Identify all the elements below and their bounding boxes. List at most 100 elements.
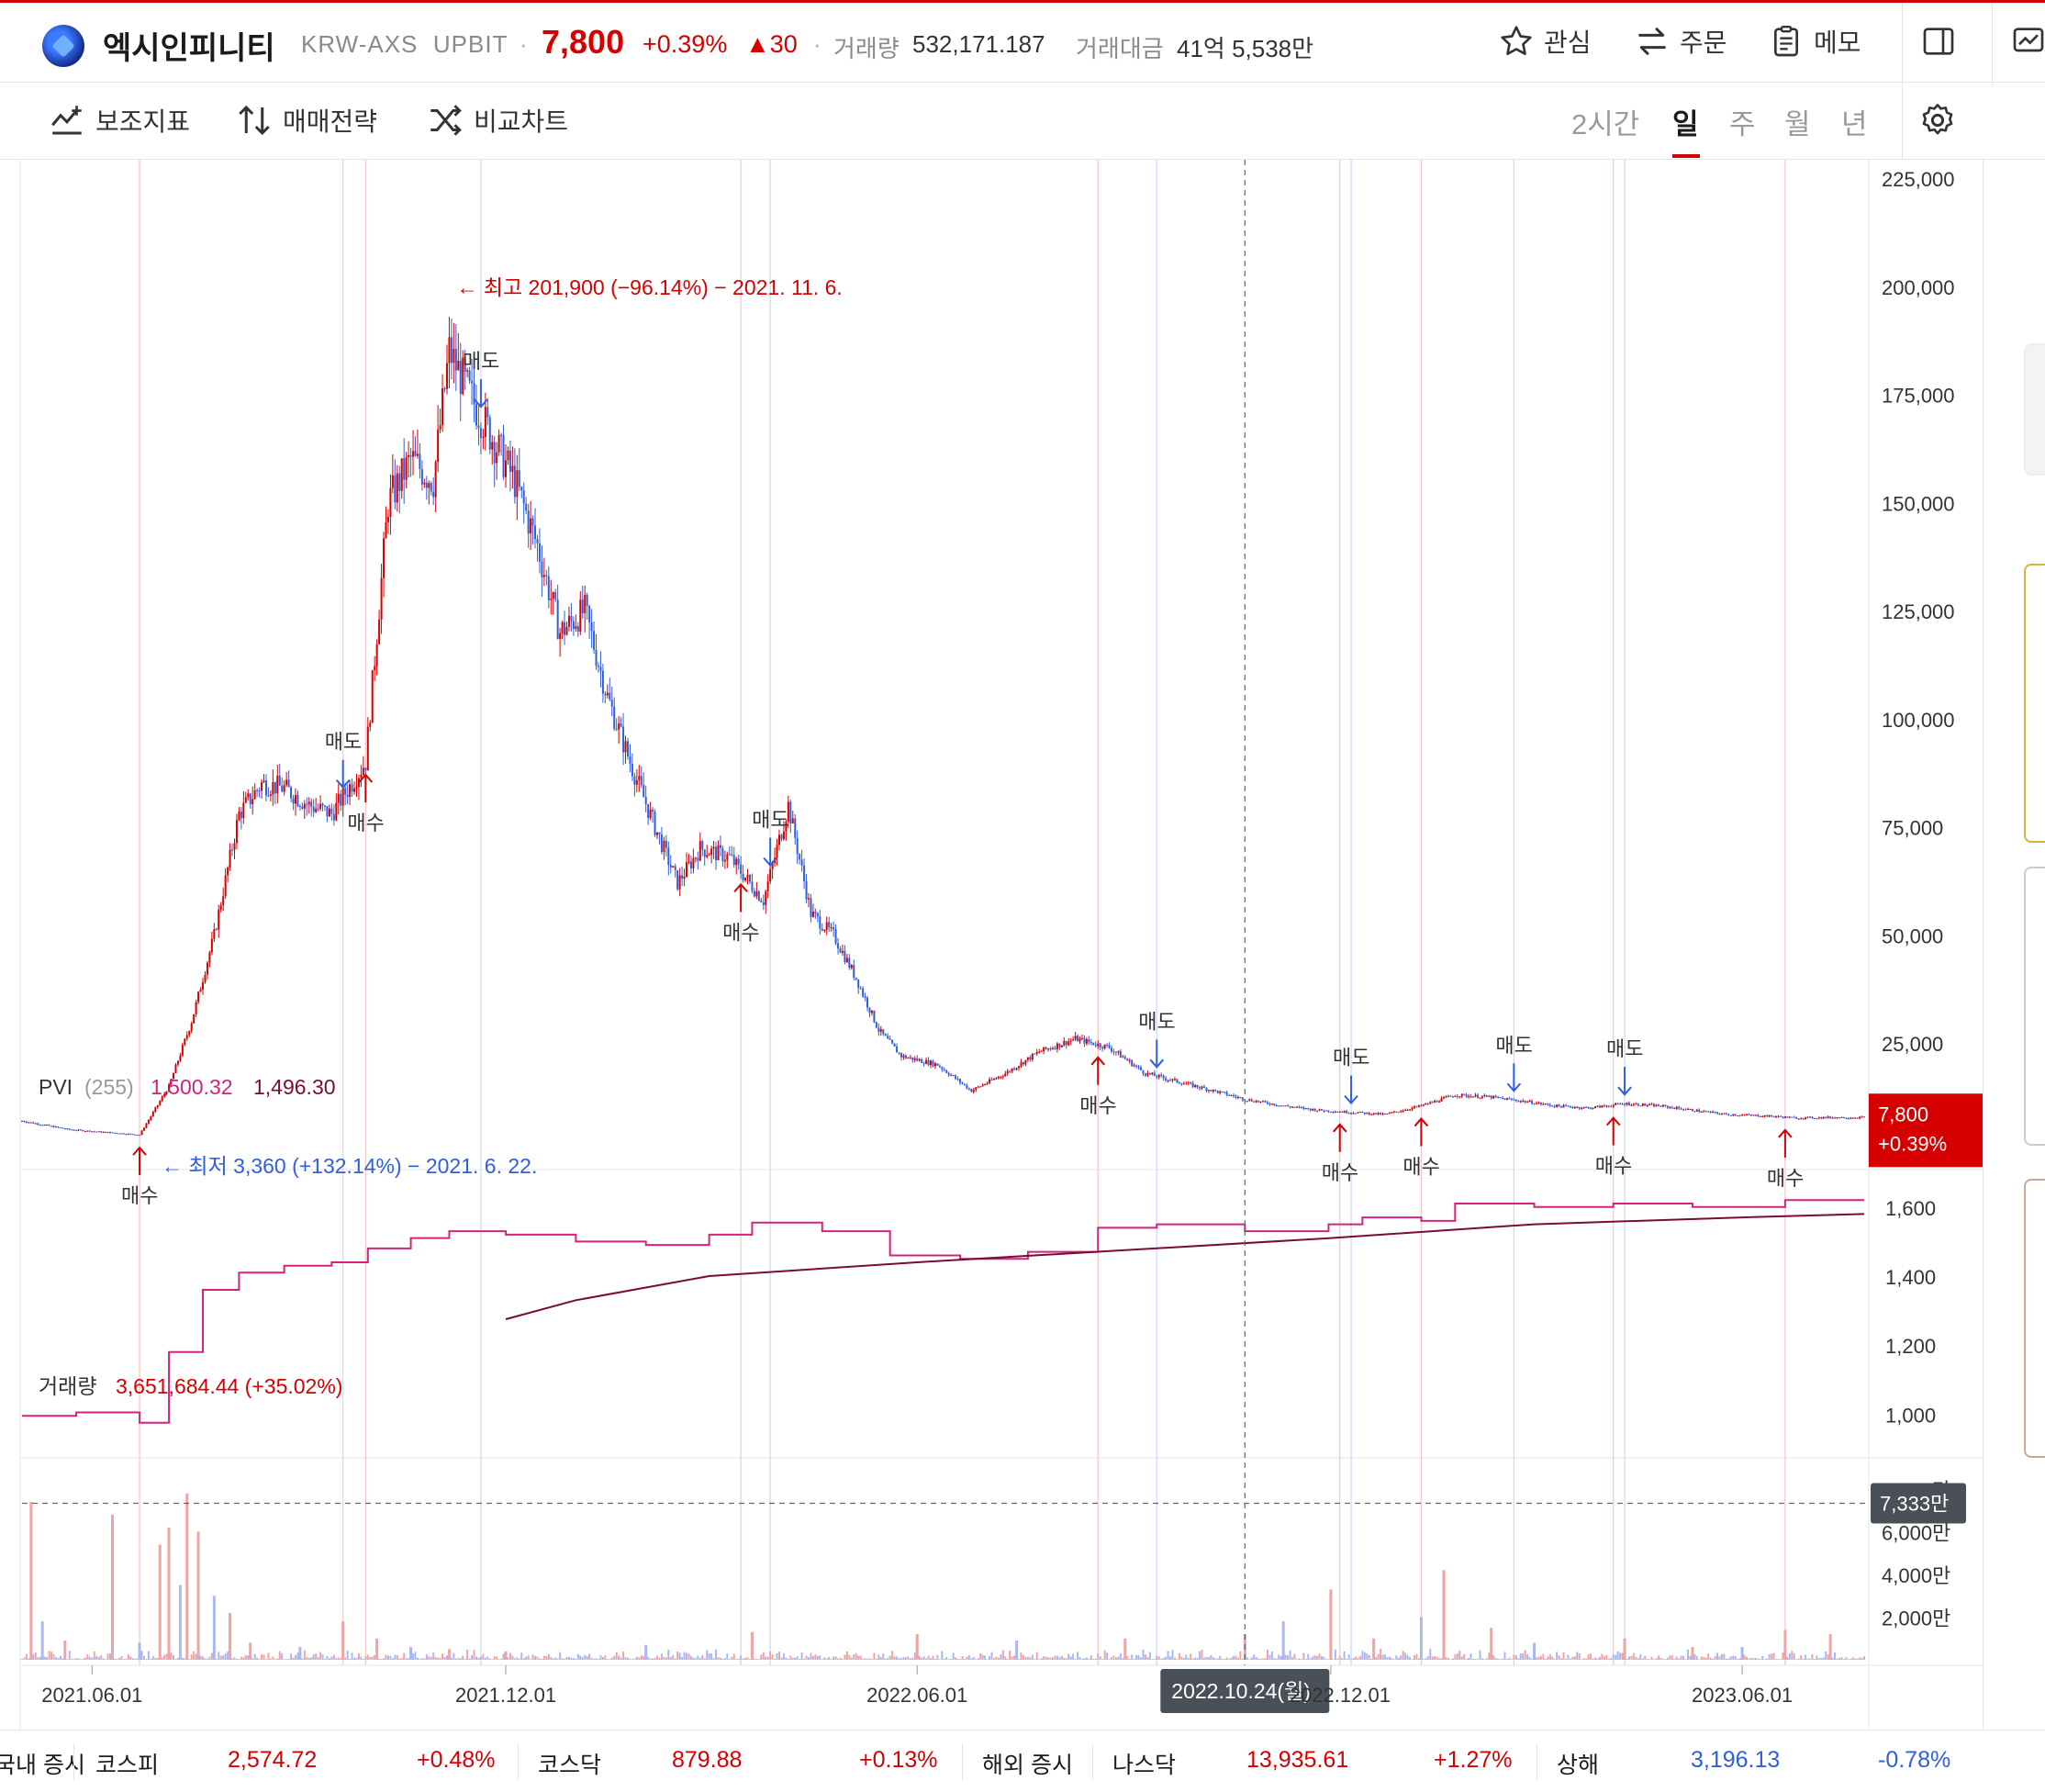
volume-bar xyxy=(947,1659,950,1660)
volume-bar xyxy=(1266,1649,1268,1660)
volume-bar xyxy=(423,1658,426,1660)
volume-bar xyxy=(1497,1658,1500,1660)
volume-bar xyxy=(188,1659,191,1660)
candle-body xyxy=(1840,1116,1843,1118)
candle-body xyxy=(328,808,330,817)
volume-bar xyxy=(1637,1658,1639,1660)
volume-bar xyxy=(943,1659,945,1660)
volume-bar xyxy=(1526,1653,1529,1660)
market-sep xyxy=(73,1743,74,1780)
side-card-2[interactable] xyxy=(2024,867,2045,1146)
period-2h[interactable]: 2시간 xyxy=(1571,108,1640,140)
volume-bar xyxy=(945,1657,948,1660)
market-bar: 국내 증시 코스피 2,574.72 +0.48% 코스닥 879.88 +0.… xyxy=(0,1730,2045,1792)
panel-toggle-button[interactable] xyxy=(1920,23,1957,60)
pvi-tick-label: 1,600 xyxy=(1885,1197,1936,1220)
candle-body xyxy=(884,1034,887,1036)
side-card-3[interactable] xyxy=(2024,1179,2045,1458)
candle-body xyxy=(800,859,803,866)
volume-bar xyxy=(50,1652,53,1660)
candle-body xyxy=(556,599,559,639)
volume-bar xyxy=(142,1655,145,1660)
settings-button[interactable] xyxy=(1918,101,1957,140)
shanghai-name[interactable]: 상해 xyxy=(1557,1753,1600,1778)
volume-bar xyxy=(1018,1659,1021,1660)
volume-bar xyxy=(1313,1654,1316,1660)
nasdaq-change: +1.27% xyxy=(1434,1747,1513,1773)
volume-bar xyxy=(1108,1659,1111,1660)
volume-bar xyxy=(1704,1657,1707,1660)
volume-bar xyxy=(805,1655,808,1660)
volume-bar xyxy=(1219,1655,1222,1660)
volume-bar xyxy=(1074,1659,1077,1660)
watch-button[interactable]: 관심 xyxy=(1498,23,1592,60)
candle-body xyxy=(46,1125,49,1126)
volume-bar xyxy=(721,1658,724,1660)
indicators-button[interactable]: 보조지표 xyxy=(48,101,190,140)
period-month[interactable]: 월 xyxy=(1784,108,1811,140)
candle-body xyxy=(766,881,769,892)
volume-bar xyxy=(204,1658,207,1660)
period-day[interactable]: 일 xyxy=(1672,108,1699,140)
volume-spike-bar xyxy=(1442,1570,1446,1660)
volume-bar xyxy=(1565,1658,1568,1660)
candle-body xyxy=(28,1122,30,1124)
volume-spike-bar xyxy=(1281,1621,1285,1660)
separator-dot: · xyxy=(520,30,528,58)
candle-body xyxy=(1173,1079,1176,1081)
volume-bar xyxy=(1621,1652,1624,1660)
pair-symbol: KRW-AXS xyxy=(301,30,419,58)
candle-body xyxy=(303,803,306,809)
candle-body xyxy=(837,943,840,949)
buy-arrow-icon xyxy=(1605,1116,1621,1146)
chart-svg[interactable]: ← 최고 201,900 (−96.14%) − 2021. 11. 6.← 최… xyxy=(0,160,1983,1730)
volume-bar xyxy=(1537,1656,1540,1660)
candle-body xyxy=(1671,1106,1673,1108)
candle-body xyxy=(405,457,408,480)
candle-body xyxy=(84,1131,86,1133)
side-card-1[interactable] xyxy=(2024,564,2045,843)
volume-bar xyxy=(1630,1655,1633,1660)
order-button[interactable]: 주문 xyxy=(1634,23,1727,60)
volume-bar xyxy=(147,1651,150,1660)
volume-bar xyxy=(1176,1659,1179,1660)
volume-bar xyxy=(28,1658,30,1660)
volume-bar xyxy=(1060,1655,1063,1660)
candle-body xyxy=(1316,1110,1319,1112)
volume-bar xyxy=(970,1658,973,1660)
period-year[interactable]: 년 xyxy=(1841,108,1868,140)
volume-bar xyxy=(357,1652,360,1660)
volume-bar xyxy=(106,1653,109,1660)
volume-bar xyxy=(850,1657,853,1660)
volume-bar xyxy=(77,1658,80,1660)
volume-bar xyxy=(1429,1649,1432,1660)
volume-bar xyxy=(748,1659,751,1660)
candle-body xyxy=(1207,1090,1210,1092)
volume-bar xyxy=(1592,1658,1594,1660)
period-week[interactable]: 주 xyxy=(1729,108,1756,140)
volume-bar xyxy=(545,1656,548,1660)
candle-body xyxy=(933,1063,936,1067)
compare-button[interactable]: 비교차트 xyxy=(426,101,568,140)
candle-body xyxy=(420,469,423,485)
candle-body xyxy=(1607,1105,1610,1107)
volume-bar xyxy=(1366,1652,1369,1660)
chart-area[interactable]: ← 최고 201,900 (−96.14%) − 2021. 11. 6. ← 최… xyxy=(0,160,1983,1739)
candle-body xyxy=(1402,1111,1404,1113)
volume-bar xyxy=(697,1655,699,1660)
candle-body xyxy=(581,599,584,614)
memo-button[interactable]: 메모 xyxy=(1768,23,1861,60)
kosdaq-name[interactable]: 코스닥 xyxy=(538,1753,602,1778)
volume-bar xyxy=(1863,1656,1866,1660)
volume-bar xyxy=(1440,1658,1443,1660)
volume-bar xyxy=(1738,1658,1741,1660)
volume-bar xyxy=(561,1658,564,1660)
kospi-name[interactable]: 코스피 xyxy=(95,1753,160,1778)
candle-body xyxy=(1838,1117,1840,1119)
side-card-0[interactable] xyxy=(2024,343,2045,476)
volume-bar xyxy=(1859,1657,1861,1660)
nasdaq-name[interactable]: 나스닥 xyxy=(1112,1753,1177,1778)
chart-mode-button[interactable] xyxy=(2010,23,2045,60)
strategy-button[interactable]: 매매전략 xyxy=(235,101,377,140)
volume-bar xyxy=(445,1655,448,1660)
